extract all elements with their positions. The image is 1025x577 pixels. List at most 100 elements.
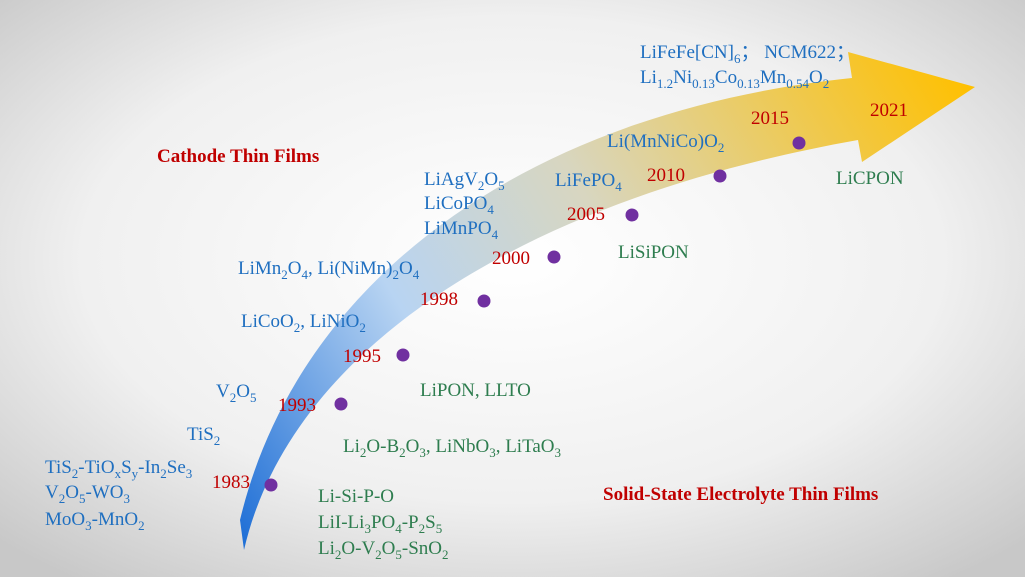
year-label: 1983: [212, 472, 250, 493]
formula-text: LiMnPO: [424, 218, 492, 239]
material-label: LiFePO4: [555, 170, 622, 194]
formula-text: -In: [138, 457, 161, 478]
year-label: 1998: [420, 289, 458, 310]
subscript: 2: [335, 547, 342, 562]
material-label: Li-Si-P-O: [318, 486, 394, 507]
material-label: LiCoPO4: [424, 193, 494, 217]
formula-text: Co: [715, 67, 737, 88]
formula-text: LiCoPO: [424, 193, 487, 214]
subscript: 5: [250, 390, 257, 405]
formula-text: S: [425, 512, 436, 533]
material-label: TiS2-TiOxSy-In2Se3: [45, 457, 192, 481]
formula-text: -P: [402, 512, 419, 533]
material-label: Li(MnNiCo)O2: [607, 131, 724, 155]
formula-text: O: [288, 258, 302, 279]
subscript: 6: [734, 51, 741, 66]
subscript: 2: [72, 466, 79, 481]
subscript: 3: [364, 521, 371, 536]
formula-text: , LiNiO: [300, 311, 359, 332]
subscript: 5: [498, 178, 505, 193]
formula-text: , Li(NiMn): [308, 258, 392, 279]
formula-text: Li(MnNiCo)O: [607, 131, 718, 152]
formula-text: Li: [318, 538, 335, 559]
formula-text: Li: [640, 67, 657, 88]
formula-text: Li: [343, 436, 360, 457]
year-label: 2021: [870, 100, 908, 121]
subscript: x: [115, 466, 122, 481]
formula-text: LiSiPON: [618, 242, 689, 263]
formula-text: LiFeFe[CN]: [640, 42, 734, 63]
formula-text: S: [121, 457, 132, 478]
material-label: Li1.2Ni0.13Co0.13Mn0.54O2: [640, 67, 829, 91]
subscript: 2: [138, 518, 145, 533]
material-label: V2O5-WO3: [45, 482, 130, 506]
material-label: LiCoO2, LiNiO2: [241, 311, 366, 335]
subscript: 5: [79, 491, 86, 506]
material-label: LiFeFe[CN]6； NCM622；: [640, 42, 855, 66]
formula-text: LiAgV: [424, 169, 478, 190]
formula-text: , LiNbO: [426, 436, 489, 457]
subscript: 2: [214, 433, 221, 448]
formula-text: O-B: [366, 436, 399, 457]
formula-text: Mn: [760, 67, 787, 88]
dot: [792, 136, 806, 150]
subscript: 2: [359, 320, 366, 335]
dot: [547, 250, 561, 264]
subscript: 2: [392, 267, 399, 282]
subscript: 0.13: [737, 76, 760, 91]
material-label: LiCPON: [836, 168, 904, 189]
formula-text: Li-Si-P-O: [318, 486, 394, 507]
formula-text: LiFePO: [555, 170, 615, 191]
subscript: 2: [478, 178, 485, 193]
formula-text: V: [45, 482, 59, 503]
formula-text: V: [216, 381, 230, 402]
material-label: LiMn2O4, Li(NiMn)2O4: [238, 258, 420, 282]
dot: [713, 169, 727, 183]
dot: [334, 397, 348, 411]
formula-text: -SnO: [402, 538, 442, 559]
formula-text: O: [484, 169, 498, 190]
formula-text: MoO: [45, 509, 85, 530]
year-label: 2005: [567, 204, 605, 225]
dot: [625, 208, 639, 222]
dot: [477, 294, 491, 308]
material-label: MoO3-MnO2: [45, 509, 145, 533]
formula-text: Se: [167, 457, 186, 478]
subscript: 2: [823, 76, 830, 91]
material-label: LiI-Li3PO4-P2S5: [318, 512, 442, 536]
subscript: 1.2: [657, 76, 673, 91]
formula-text: TiS: [187, 424, 214, 445]
material-label: Li2O-V2O5-SnO2: [318, 538, 449, 562]
formula-text: , LiTaO: [496, 436, 555, 457]
subscript: 4: [395, 521, 402, 536]
subscript: 3: [186, 466, 193, 481]
subscript: 4: [487, 202, 494, 217]
formula-text: Ni: [673, 67, 692, 88]
formula-text: TiS: [45, 457, 72, 478]
timeline-arrow: [240, 52, 975, 550]
formula-text: O: [406, 436, 420, 457]
formula-text: PO: [371, 512, 395, 533]
formula-text: -MnO: [92, 509, 138, 530]
milestone-dots: [264, 136, 806, 492]
subscript: 2: [399, 445, 406, 460]
material-label: TiS2: [187, 424, 220, 448]
year-label: 1995: [343, 346, 381, 367]
subscript: 2: [442, 547, 449, 562]
formula-text: ； NCM622；: [740, 42, 855, 63]
subscript: 0.54: [786, 76, 809, 91]
formula-text: O: [399, 258, 413, 279]
formula-text: LiCoO: [241, 311, 294, 332]
year-label: 2000: [492, 248, 530, 269]
formula-text: O: [809, 67, 823, 88]
subscript: 2: [360, 445, 367, 460]
subscript: 4: [492, 227, 499, 242]
material-label: LiSiPON: [618, 242, 689, 263]
formula-text: -WO: [85, 482, 123, 503]
formula-text: LiI-Li: [318, 512, 364, 533]
formula-text: -TiO: [78, 457, 114, 478]
subscript: y: [132, 466, 139, 481]
formula-text: O: [382, 538, 396, 559]
